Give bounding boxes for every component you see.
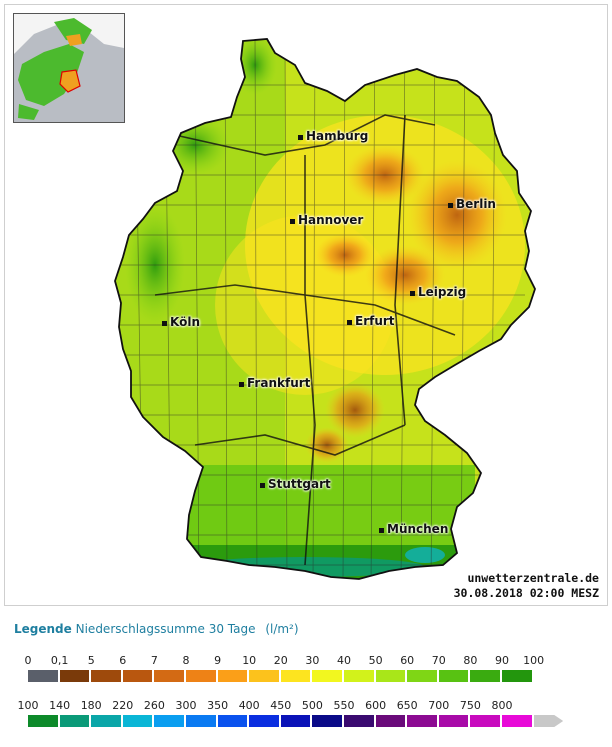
europe-locator-map	[13, 13, 125, 123]
legend-tick-label: 180	[80, 699, 102, 712]
source-watermark: unwetterzentrale.de 30.08.2018 02:00 MES…	[454, 571, 599, 601]
brand-site: unwetterzentrale.de	[467, 571, 599, 585]
brand-timestamp: 30.08.2018 02:00 MESZ	[453, 586, 599, 600]
legend-swatch	[312, 670, 342, 682]
legend-swatch	[186, 715, 216, 727]
legend-swatch	[122, 670, 153, 682]
legend-swatch	[344, 715, 374, 727]
precipitation-map: Hamburg Berlin Hannover Leipzig Köln Erfurt Fr…	[4, 4, 608, 606]
city-marker	[290, 219, 295, 224]
legend-tick-label: 750	[459, 699, 481, 712]
legend-tick-label: 50	[368, 654, 383, 667]
legend-swatch	[249, 670, 279, 682]
legend-swatch	[217, 670, 248, 682]
city-label: Frankfurt	[247, 376, 311, 390]
legend-swatch	[470, 715, 500, 727]
legend-tick-label: 80	[463, 654, 478, 667]
city-marker	[448, 203, 453, 208]
city-label: Leipzig	[418, 285, 467, 299]
legend-swatch	[28, 670, 58, 682]
legend-swatch	[217, 715, 248, 727]
city-label: München	[387, 522, 449, 536]
legend-swatch	[312, 715, 342, 727]
legend-subtitle: Niederschlagssumme 30 Tage	[75, 622, 256, 636]
legend-swatch	[91, 715, 121, 727]
city-label: Berlin	[456, 197, 496, 211]
city-marker	[379, 528, 384, 533]
legend-swatch	[59, 670, 90, 682]
legend-swatch	[154, 715, 184, 727]
legend-tick-label: 30	[305, 654, 320, 667]
legend: Legende Niederschlagssumme 30 Tage (l/m²…	[14, 622, 606, 727]
legend-tick-label: 550	[333, 699, 355, 712]
legend-swatch	[154, 670, 184, 682]
legend-tick-label: 0,1	[50, 654, 69, 667]
legend-tick-label: 9	[214, 654, 222, 667]
city-label: Stuttgart	[268, 477, 331, 491]
city-label: Hannover	[298, 213, 364, 227]
legend-tick-label: 220	[112, 699, 134, 712]
legend-tick-label: 20	[273, 654, 288, 667]
legend-tick-label: 100	[523, 654, 545, 667]
legend-tick-label: 100	[17, 699, 39, 712]
legend-tick-label: 400	[238, 699, 260, 712]
legend-tick-label: 350	[207, 699, 229, 712]
legend-tick-label: 40	[337, 654, 351, 667]
city-marker	[162, 321, 167, 326]
city-marker	[298, 135, 303, 140]
legend-swatch	[91, 670, 121, 682]
legend-tick-label: 90	[495, 654, 509, 667]
legend-swatch	[438, 715, 469, 727]
legend-tick-label: 10	[242, 654, 257, 667]
legend-swatch	[502, 715, 532, 727]
city-label: Erfurt	[355, 314, 395, 328]
city-marker	[260, 483, 265, 488]
legend-heading: Legende	[14, 622, 72, 636]
city-label: Hamburg	[306, 129, 369, 143]
legend-unit: (l/m²)	[265, 622, 299, 636]
legend-swatch	[280, 670, 311, 682]
legend-tick-label: 450	[270, 699, 292, 712]
legend-title: Legende Niederschlagssumme 30 Tage (l/m²…	[14, 622, 606, 636]
legend-swatch	[122, 715, 153, 727]
legend-swatch	[502, 670, 532, 682]
legend-tick-label: 6	[119, 654, 127, 667]
legend-swatch	[375, 670, 406, 682]
legend-tick-label: 300	[175, 699, 197, 712]
legend-swatch	[533, 715, 564, 727]
legend-swatch	[438, 670, 469, 682]
legend-tick-label: 800	[491, 699, 513, 712]
legend-tick-label: 7	[150, 654, 158, 667]
legend-swatch	[280, 715, 311, 727]
legend-swatch	[186, 670, 216, 682]
legend-swatch	[249, 715, 279, 727]
city-label: Köln	[170, 315, 200, 329]
legend-tick-label: 140	[49, 699, 71, 712]
legend-swatch	[59, 715, 90, 727]
germany-map-graphic	[114, 38, 536, 580]
legend-tick-label: 70	[431, 654, 446, 667]
legend-swatch	[375, 715, 406, 727]
legend-swatch	[470, 670, 500, 682]
legend-tick-label: 260	[143, 699, 165, 712]
legend-tick-label: 60	[400, 654, 415, 667]
legend-tick-label: 700	[428, 699, 450, 712]
legend-swatch	[344, 670, 374, 682]
city-marker	[239, 382, 244, 387]
city-marker	[410, 291, 415, 296]
legend-tick-label: 5	[87, 654, 95, 667]
city-marker	[347, 320, 352, 325]
legend-tick-label: 500	[301, 699, 323, 712]
legend-tick-label: 600	[365, 699, 387, 712]
legend-swatch	[28, 715, 58, 727]
legend-swatch	[407, 670, 437, 682]
legend-tick-label: 8	[182, 654, 190, 667]
legend-tick-label: 650	[396, 699, 418, 712]
legend-tick-label: 0	[24, 654, 32, 667]
legend-swatch	[407, 715, 437, 727]
